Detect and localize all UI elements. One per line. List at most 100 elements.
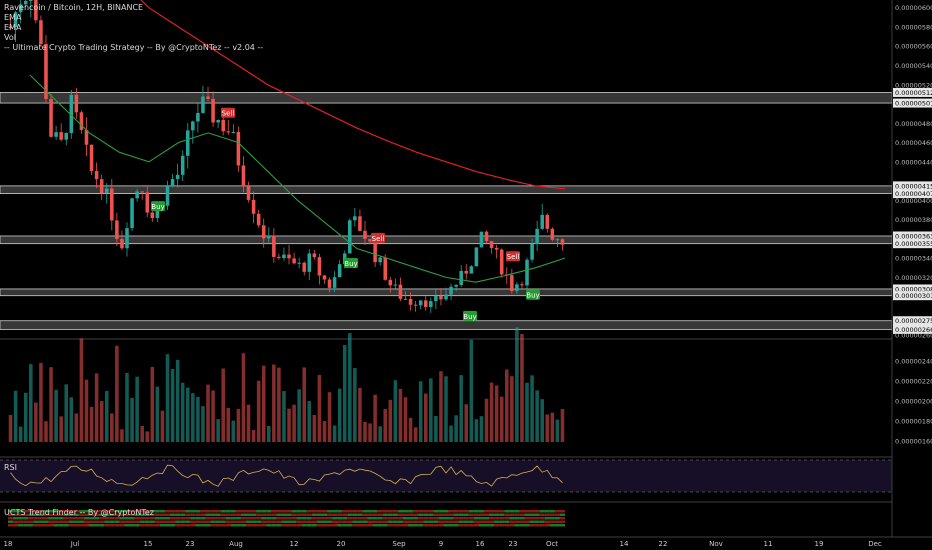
trend-cell	[124, 520, 130, 523]
trend-cell	[195, 520, 201, 523]
candle	[150, 212, 155, 219]
trend-cell	[235, 513, 241, 516]
price-tag	[893, 284, 932, 294]
trend-cell	[428, 510, 434, 513]
candle	[312, 253, 317, 258]
ema-long-line	[140, 0, 566, 190]
trend-cell	[286, 524, 292, 527]
trend-cell	[377, 513, 383, 516]
volume-bar	[545, 414, 550, 442]
ema-short-line	[29, 74, 566, 283]
signal-box	[463, 310, 477, 321]
trend-cell	[114, 520, 120, 523]
indicator-volume[interactable]: Vol	[4, 33, 16, 42]
trend-cell	[8, 524, 14, 527]
trend-cell	[235, 510, 241, 513]
trend-cell	[296, 520, 302, 523]
volume-bar	[39, 363, 43, 442]
candle	[216, 119, 220, 123]
candle	[510, 275, 514, 292]
trend-cell	[362, 520, 368, 523]
indicator-ema-2[interactable]: EMA	[4, 23, 22, 32]
indicator-ema-1[interactable]: EMA	[4, 13, 22, 22]
trend-cell	[494, 513, 500, 516]
trend-cell	[509, 510, 515, 513]
volume-bar	[79, 338, 84, 442]
trend-finder-label: UCTS Trend Finder -- By @CryptoNTez	[4, 508, 154, 517]
trend-cell	[58, 524, 64, 527]
trend-cell	[433, 510, 439, 513]
candle	[398, 284, 403, 299]
time-tick-label: 15	[144, 540, 153, 548]
trend-cell	[458, 517, 464, 520]
trend-cell	[463, 510, 469, 513]
trend-cell	[286, 513, 292, 516]
candle	[18, 4, 23, 13]
trend-cell	[478, 510, 484, 513]
trend-cell	[463, 517, 469, 520]
trend-cell	[514, 524, 520, 527]
trend-cell	[418, 517, 424, 520]
trend-cell	[43, 517, 49, 520]
trend-cell	[554, 520, 560, 523]
trend-cell	[402, 524, 409, 527]
signal-box	[506, 251, 520, 262]
volume-bar	[64, 384, 69, 442]
volume-bar	[140, 425, 144, 442]
trend-cell	[205, 510, 211, 513]
indicator-ucts[interactable]: -- Ultimate Crypto Trading Strategy -- B…	[4, 43, 264, 52]
trend-cell	[251, 520, 257, 523]
signal-label: Sell	[372, 235, 385, 243]
trend-cell	[104, 517, 110, 520]
trend-cell	[18, 510, 24, 513]
trend-cell	[114, 524, 120, 527]
trend-cell	[104, 510, 110, 513]
trend-cell	[175, 513, 181, 516]
volume-bar	[231, 420, 236, 442]
trend-cell	[468, 513, 474, 516]
trend-cell	[134, 520, 140, 523]
trend-cell	[377, 520, 383, 523]
trend-cell	[170, 513, 176, 516]
trend-cell	[438, 513, 444, 516]
trend-cell	[296, 510, 302, 513]
candle	[99, 179, 104, 194]
trend-cell	[48, 520, 54, 523]
volume-tick-label: 0.00000160	[895, 438, 932, 446]
time-axis[interactable]: 18 Jul 15 23 Aug 12 20 Sep 9 16 23 Oct 14 22 Nov 11 19 De…	[0, 536, 932, 548]
candle	[79, 112, 84, 130]
volume-bar	[449, 425, 453, 442]
trend-cell	[327, 513, 333, 516]
candle	[211, 98, 215, 123]
volume-bar	[59, 416, 63, 442]
price-axis[interactable]: 0.00000600 0.00000580 0.00000560 0.00000540…	[891, 0, 932, 550]
time-tick-label: Aug	[229, 540, 243, 548]
trend-cell	[276, 513, 282, 516]
trend-cell	[215, 513, 221, 516]
trend-cell	[190, 524, 196, 527]
trend-cell	[483, 510, 490, 513]
trend-cell	[230, 513, 236, 516]
trend-cell	[423, 510, 429, 513]
volume-bar	[221, 368, 225, 442]
trend-cell	[473, 510, 479, 513]
trend-cell	[225, 517, 231, 520]
trend-cell	[372, 517, 378, 520]
trend-cell	[109, 520, 115, 523]
trend-cell	[149, 513, 155, 516]
trend-cell	[256, 524, 262, 527]
trend-cell	[281, 524, 287, 527]
candle	[363, 230, 367, 239]
trend-cell	[190, 513, 196, 516]
trend-cell	[397, 510, 403, 513]
trend-cell	[175, 520, 181, 523]
trend-cell	[549, 510, 555, 513]
volume-bar	[150, 366, 155, 442]
trend-cell	[230, 510, 236, 513]
trend-cell	[281, 510, 287, 513]
trend-cell	[337, 517, 343, 520]
trend-cell	[245, 517, 252, 520]
trend-cell	[504, 524, 510, 527]
trend-cell	[372, 520, 378, 523]
